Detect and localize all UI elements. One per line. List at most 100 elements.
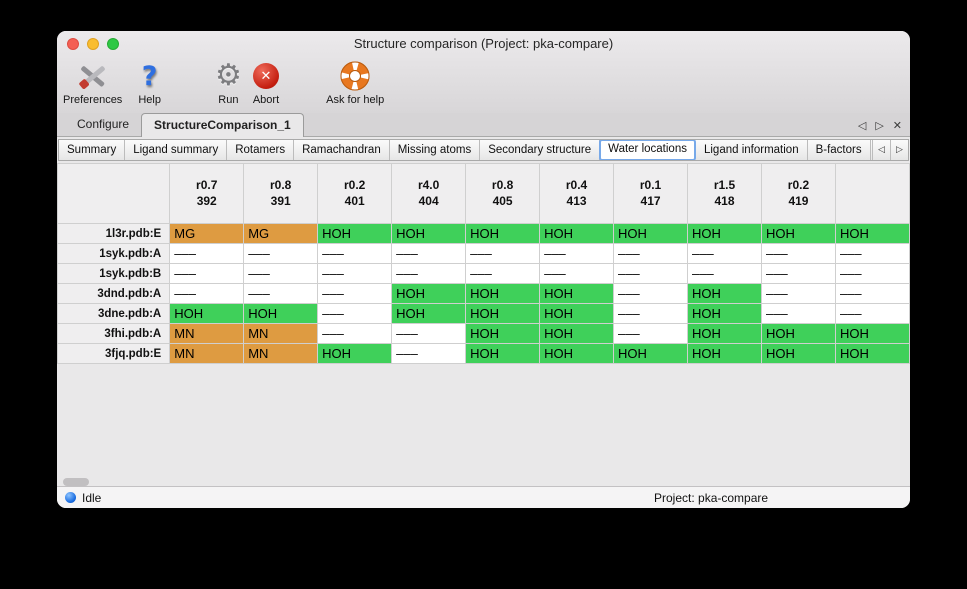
tab-prev-icon[interactable]: ◁ xyxy=(857,118,867,132)
cell-empty[interactable]: ––– xyxy=(539,243,615,264)
cell-empty[interactable]: ––– xyxy=(465,243,541,264)
cell-water[interactable]: HOH xyxy=(391,303,467,324)
cell-empty[interactable]: ––– xyxy=(169,243,245,264)
close-window-button[interactable] xyxy=(67,38,79,50)
cell-water[interactable]: HOH xyxy=(687,343,762,364)
cell-water[interactable]: HOH xyxy=(539,323,615,344)
ask-for-help-button[interactable]: Ask for help xyxy=(326,59,384,106)
cell-metal[interactable]: MN xyxy=(169,343,245,364)
cell-water[interactable]: HOH xyxy=(687,303,762,324)
cell-metal[interactable]: MG xyxy=(169,223,245,244)
cell-empty[interactable]: ––– xyxy=(834,303,910,324)
cell-water[interactable]: HOH xyxy=(391,223,467,244)
cell-water[interactable]: HOH xyxy=(834,343,910,364)
column-header[interactable]: r0.2 419 xyxy=(760,163,836,224)
preferences-button[interactable]: Preferences xyxy=(63,59,122,106)
cell-empty[interactable]: ––– xyxy=(317,323,393,344)
cell-empty[interactable]: ––– xyxy=(613,323,689,344)
cell-water[interactable]: HOH xyxy=(317,343,393,364)
cell-empty[interactable]: ––– xyxy=(317,263,393,284)
subtab-ligand-summary[interactable]: Ligand summary xyxy=(125,140,228,160)
subtab-secondary-structure[interactable]: Secondary structure xyxy=(480,140,601,160)
cell-empty[interactable]: ––– xyxy=(760,283,836,304)
subtab-missing-atoms[interactable]: Missing atoms xyxy=(390,140,481,160)
column-header[interactable]: r0.4 413 xyxy=(539,163,615,224)
cell-empty[interactable]: ––– xyxy=(760,303,836,324)
cell-water[interactable]: HOH xyxy=(243,303,319,324)
cell-empty[interactable]: ––– xyxy=(243,283,319,304)
cell-water[interactable]: HOH xyxy=(465,303,541,324)
row-label[interactable]: 3dne.pdb:A xyxy=(57,303,171,324)
cell-empty[interactable]: ––– xyxy=(687,263,762,284)
minimize-window-button[interactable] xyxy=(87,38,99,50)
cell-metal[interactable]: MG xyxy=(243,223,319,244)
cell-empty[interactable]: ––– xyxy=(834,263,910,284)
cell-empty[interactable]: ––– xyxy=(539,263,615,284)
subtab-ramachandran[interactable]: Ramachandran xyxy=(294,140,390,160)
cell-metal[interactable]: MN xyxy=(243,343,319,364)
cell-water[interactable]: HOH xyxy=(465,283,541,304)
cell-water[interactable]: HOH xyxy=(465,223,541,244)
column-header[interactable]: r4.0 404 xyxy=(391,163,467,224)
column-header[interactable]: r0.2 401 xyxy=(317,163,393,224)
row-label[interactable]: 1syk.pdb:A xyxy=(57,243,171,264)
cell-water[interactable]: HOH xyxy=(760,323,836,344)
cell-water[interactable]: HOH xyxy=(317,223,393,244)
run-button[interactable]: ⚙ Run xyxy=(215,59,242,107)
cell-water[interactable]: HOH xyxy=(613,223,689,244)
column-header[interactable]: r0.7 392 xyxy=(169,163,245,224)
column-header[interactable] xyxy=(834,163,910,224)
cell-water[interactable]: HOH xyxy=(539,223,615,244)
column-header[interactable]: r0.1 417 xyxy=(613,163,689,224)
cell-water[interactable]: HOH xyxy=(539,283,615,304)
cell-water[interactable]: HOH xyxy=(687,223,762,244)
subtab-water-locations[interactable]: Water locations xyxy=(599,140,696,160)
cell-water[interactable]: HOH xyxy=(539,343,615,364)
horizontal-scrollbar-thumb[interactable] xyxy=(63,478,89,486)
cell-empty[interactable]: ––– xyxy=(687,243,762,264)
subtab-b-factors[interactable]: B-factors xyxy=(808,140,871,160)
cell-empty[interactable]: ––– xyxy=(391,343,467,364)
column-header[interactable]: r0.8 405 xyxy=(465,163,541,224)
cell-empty[interactable]: ––– xyxy=(391,263,467,284)
cell-empty[interactable]: ––– xyxy=(834,283,910,304)
cell-water[interactable]: HOH xyxy=(613,343,689,364)
cell-metal[interactable]: MN xyxy=(243,323,319,344)
subtab-ligand-information[interactable]: Ligand information xyxy=(696,140,808,160)
cell-empty[interactable]: ––– xyxy=(613,243,689,264)
cell-empty[interactable]: ––– xyxy=(613,283,689,304)
cell-water[interactable]: HOH xyxy=(760,223,836,244)
tab-next-icon[interactable]: ▷ xyxy=(875,118,884,132)
cell-water[interactable]: HOH xyxy=(391,283,467,304)
zoom-window-button[interactable] xyxy=(107,38,119,50)
abort-button[interactable]: ✕ Abort xyxy=(253,59,279,106)
subtab-summary[interactable]: Summary xyxy=(59,140,126,160)
cell-empty[interactable]: ––– xyxy=(760,243,836,264)
cell-empty[interactable]: ––– xyxy=(834,243,910,264)
help-button[interactable]: ? Help xyxy=(138,59,161,107)
cell-empty[interactable]: ––– xyxy=(613,263,689,284)
cell-empty[interactable]: ––– xyxy=(169,263,245,284)
row-label[interactable]: 3dnd.pdb:A xyxy=(57,283,171,304)
cell-empty[interactable]: ––– xyxy=(391,243,467,264)
cell-water[interactable]: HOH xyxy=(465,323,541,344)
cell-empty[interactable]: ––– xyxy=(613,303,689,324)
cell-water[interactable]: HOH xyxy=(169,303,245,324)
row-label[interactable]: 3fjq.pdb:E xyxy=(57,343,171,364)
cell-empty[interactable]: ––– xyxy=(169,283,245,304)
tab-close-icon[interactable]: ✕ xyxy=(892,118,902,132)
column-header[interactable]: r0.8 391 xyxy=(243,163,319,224)
cell-empty[interactable]: ––– xyxy=(317,283,393,304)
cell-empty[interactable]: ––– xyxy=(317,243,393,264)
subtab-rotamers[interactable]: Rotamers xyxy=(227,140,295,160)
tab-structurecomparison-1[interactable]: StructureComparison_1 xyxy=(141,113,304,137)
cell-water[interactable]: HOH xyxy=(465,343,541,364)
cell-empty[interactable]: ––– xyxy=(317,303,393,324)
cell-water[interactable]: HOH xyxy=(687,283,762,304)
cell-empty[interactable]: ––– xyxy=(465,263,541,284)
cell-water[interactable]: HOH xyxy=(834,323,910,344)
cell-empty[interactable]: ––– xyxy=(243,263,319,284)
cell-empty[interactable]: ––– xyxy=(243,243,319,264)
cell-empty[interactable]: ––– xyxy=(760,263,836,284)
subtab-prev-icon[interactable]: ◁ xyxy=(872,140,890,160)
